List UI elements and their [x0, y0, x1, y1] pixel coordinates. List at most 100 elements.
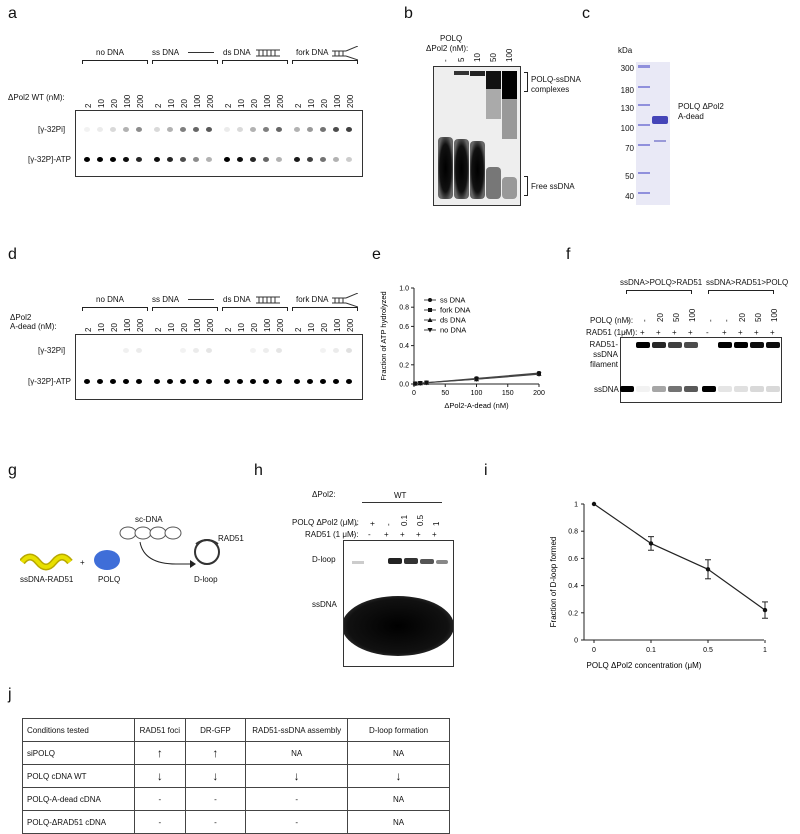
atp-spot: [97, 379, 103, 384]
atp-spot: [154, 157, 160, 162]
atp-spot: [110, 379, 116, 384]
filament-band: [652, 342, 666, 348]
ssdna-rad51-icon: [20, 553, 73, 571]
x-tick-label: 200: [533, 390, 545, 397]
atp-spot: [84, 157, 90, 162]
rad51-value: +: [432, 530, 437, 539]
conc-label: 2: [294, 327, 303, 332]
atp-spot: [97, 157, 103, 162]
table-cell: ↓: [184, 764, 247, 788]
conc-label: 10: [167, 99, 176, 108]
polq-value: 0.1: [400, 514, 409, 526]
row-label-atp: [γ-32P]-ATP: [28, 377, 71, 386]
filament-band: [668, 342, 682, 348]
rad51-value: +: [416, 530, 421, 539]
y-tick-label: 0.2: [399, 362, 409, 369]
group-label-ds-dna: ds DNA: [223, 48, 251, 57]
pi-spot: [320, 127, 326, 132]
table-cell: -: [245, 787, 349, 811]
rad51-value: +: [656, 328, 661, 337]
atp-spot: [276, 157, 282, 162]
marker-label: 300: [620, 64, 634, 73]
conc-label: 10: [237, 99, 246, 108]
kda-label: kDa: [618, 46, 633, 55]
legend-marker: [428, 308, 432, 312]
conc-label: 20: [110, 323, 119, 332]
conc-label: 100: [333, 318, 342, 332]
data-point: [417, 381, 423, 386]
conc-label: 2: [154, 327, 163, 332]
conc-label: 2: [84, 103, 93, 108]
ssdna-band: [684, 386, 698, 392]
pi-spot: [307, 127, 313, 132]
table-row: POLQ-A-dead cDNA - - - NA: [21, 787, 450, 811]
dloop-gel: [343, 540, 454, 667]
header-cell: D-loop formation: [347, 718, 450, 742]
pi-spot: [276, 127, 282, 132]
atp-spot: [263, 157, 269, 162]
chart-i: 0 0.1 0.5 1 0 0.2 0.4 0.6 0.8 1 POLQ ΔPol2 concent…: [549, 502, 768, 670]
ssdna-band: [668, 386, 682, 392]
conc-label: 2: [294, 103, 303, 108]
dloop-label: D-loop: [312, 555, 336, 564]
group-label-fork-dna: fork DNA: [296, 48, 329, 57]
tlc-gel: [75, 110, 363, 177]
pi-spot: [346, 127, 352, 132]
panel-letter-f: f: [566, 246, 571, 263]
y-tick-label: 0.8: [568, 529, 578, 536]
legend-marker: [428, 298, 432, 302]
conc-label: 100: [123, 94, 132, 108]
conc-label: 10: [307, 323, 316, 332]
atp-spot: [250, 379, 256, 384]
pi-spot: [193, 348, 199, 353]
rad51-value: +: [770, 328, 775, 337]
dsdna-ladder-icon: [256, 296, 280, 304]
table-cell: -: [184, 787, 247, 811]
conc-label: -: [441, 59, 450, 62]
ssdna-band: [766, 386, 780, 392]
bracket-ss-dna: [152, 60, 218, 64]
data-point: [648, 541, 654, 546]
polq-value: -: [722, 319, 731, 322]
pi-spot: [206, 348, 212, 353]
polq-value: -: [352, 523, 361, 526]
x-axis-label: ΔPol2-A-dead (nM): [444, 401, 509, 410]
rad51-value: +: [640, 328, 645, 337]
conc-label: 200: [276, 94, 285, 108]
conc-label: 20: [250, 323, 259, 332]
pi-spot: [263, 348, 269, 353]
wt-label: WT: [394, 491, 407, 500]
series-line: [593, 503, 766, 611]
pi-spot: [110, 127, 116, 132]
rad51-label: RAD51: [218, 534, 244, 543]
conc-label: 100: [505, 48, 514, 62]
table-cell: ↓: [347, 764, 450, 788]
rad51-value: -: [352, 530, 355, 539]
y-tick-label: 1.0: [399, 286, 409, 293]
conc-label: 100: [193, 94, 202, 108]
rad51-label: RAD51 (1μM):: [586, 328, 638, 337]
y-tick-label: 0.2: [568, 610, 578, 617]
x-tick-label: 1: [763, 647, 767, 654]
complex-label: POLQ-ssDNA complexes: [531, 75, 581, 94]
group-label-no-dna: no DNA: [96, 295, 125, 304]
marker-label: 40: [625, 192, 634, 201]
group-label-ss-dna: ss DNA: [152, 295, 180, 304]
atp-spot: [206, 379, 212, 384]
table-cell: ↓: [134, 764, 186, 788]
conc-label: 20: [110, 99, 119, 108]
pi-spot: [333, 127, 339, 132]
conc-label: 100: [123, 318, 132, 332]
bracket-group1: [626, 290, 692, 294]
y-tick-label: 0.8: [399, 305, 409, 312]
legend-label: ss DNA: [440, 296, 465, 305]
polq-value: 1: [432, 521, 441, 526]
atp-spot: [193, 379, 199, 384]
polq-value: 100: [688, 308, 697, 322]
atp-spot: [276, 379, 282, 384]
filament-gel: [620, 337, 782, 403]
polq-value: 20: [738, 313, 747, 322]
panel-letter-c: c: [582, 5, 590, 22]
y-tick-label: 0.4: [399, 343, 409, 350]
legend-marker: [427, 317, 433, 322]
